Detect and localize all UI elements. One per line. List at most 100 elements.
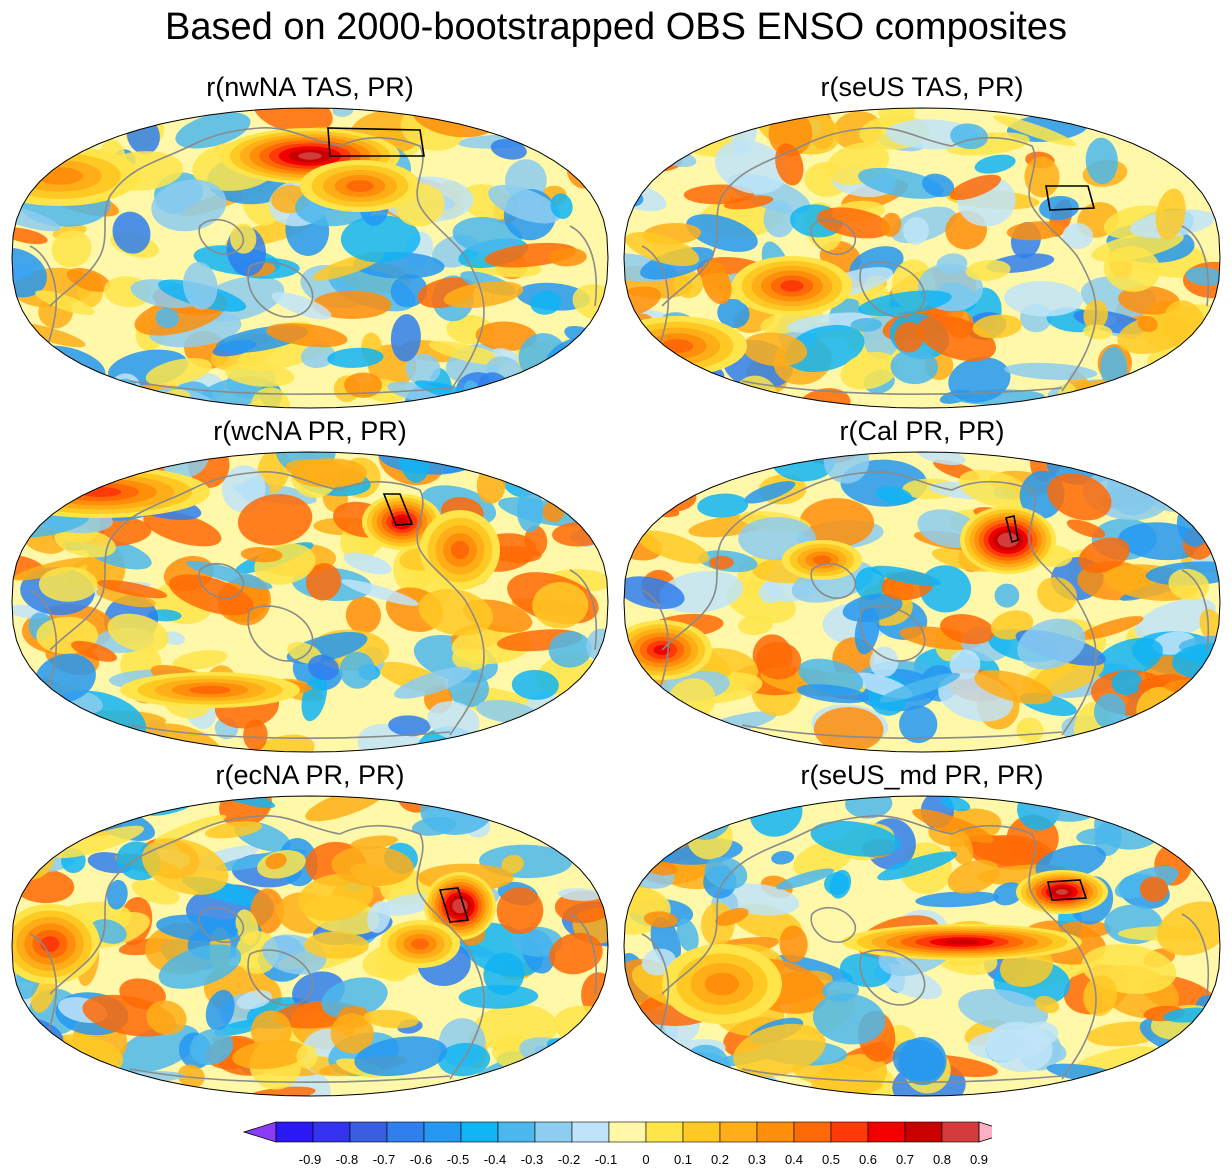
colorbar-box (312, 1121, 351, 1143)
field-blob (243, 719, 268, 751)
field-blob (1016, 717, 1044, 743)
coastline (49, 815, 341, 995)
field-blob (902, 217, 930, 245)
field-blob (994, 583, 1020, 608)
field-blob (418, 588, 494, 636)
field-blob (1193, 1059, 1220, 1096)
field-blob (516, 387, 582, 408)
field-blob (350, 835, 398, 850)
field-blob (879, 672, 961, 703)
field-blob (1134, 598, 1216, 641)
coastline (247, 605, 314, 662)
coastline (129, 380, 451, 395)
field-blob (13, 1038, 65, 1086)
field-blob (343, 552, 392, 575)
field-blob (183, 262, 218, 310)
field-blob (106, 879, 128, 910)
field-blob (993, 882, 1024, 906)
field-blob (816, 207, 891, 239)
field-blob (1145, 800, 1218, 841)
field-blob (1118, 285, 1181, 315)
map-nwna-tas-pr (11, 107, 609, 409)
field-blob (550, 193, 573, 219)
field-hotspot (1056, 889, 1068, 895)
field-blob (785, 324, 865, 373)
field-blob (779, 925, 808, 963)
field-blob (653, 452, 729, 465)
coastline (339, 136, 485, 392)
field-blob (968, 1029, 1048, 1061)
field-blob (1149, 381, 1220, 408)
field-blob (755, 641, 802, 680)
field-blob (993, 115, 1077, 146)
field-blob (915, 891, 999, 908)
field-blob (723, 195, 774, 210)
field-hotspot (78, 487, 122, 497)
field-blob (1150, 1065, 1220, 1096)
field-blob (1078, 537, 1130, 574)
field-blob (744, 481, 796, 504)
field-blob (1165, 388, 1220, 408)
field-blob (12, 108, 54, 155)
field-blob (354, 1036, 448, 1077)
field-blob (651, 117, 707, 138)
field-blob (509, 379, 596, 408)
field-blob (1083, 324, 1113, 340)
field-blob (232, 1039, 308, 1070)
field-blob (638, 710, 710, 744)
field-blob (1206, 663, 1220, 702)
field-blob (490, 139, 527, 160)
field-blob (12, 385, 39, 408)
colorbar-label: -0.1 (595, 1152, 617, 1167)
field-blob (578, 1051, 608, 1075)
map-seus-md-pr-pr (623, 795, 1221, 1097)
panel-title: r(ecNA PR, PR) (215, 760, 405, 790)
field-layer (624, 452, 1220, 752)
field-blob (25, 488, 51, 517)
coastline (129, 724, 451, 739)
field-blob (1083, 975, 1118, 1017)
field-blob (235, 909, 259, 946)
field-blob (1085, 137, 1118, 185)
coastline (741, 1068, 1063, 1083)
coastline (1181, 569, 1210, 651)
colorbar-box (275, 1121, 314, 1143)
field-blob (196, 796, 276, 809)
field-blob (733, 1023, 826, 1077)
field-blob (917, 452, 966, 466)
colorbar-box (645, 1121, 684, 1143)
coastline (810, 218, 857, 255)
colorbar: -0.9 -0.8 -0.7 -0.6 -0.5 -0.4 -0.3 -0.2 -0.1 0 0.1… (242, 1121, 992, 1167)
field-blob (624, 796, 692, 826)
field-blob (947, 859, 1000, 894)
panel-seus-md-pr-pr: r(seUS_md PR, PR) (622, 758, 1222, 1102)
field-blob (341, 579, 419, 606)
field-blob (156, 914, 238, 942)
field-blob (501, 854, 524, 874)
field-blob (624, 709, 695, 748)
field-blob (1004, 362, 1098, 380)
field-blob (556, 712, 608, 750)
field-layer (624, 108, 1220, 408)
field-blob (251, 734, 315, 752)
field-blob (544, 724, 608, 752)
coastline (129, 1068, 451, 1083)
field-blob (643, 911, 678, 928)
coastline (1181, 225, 1210, 307)
main-title: Based on 2000-bootstrapped OBS ENSO comp… (165, 6, 1067, 48)
map-outline (11, 795, 609, 1097)
field-blob (771, 850, 795, 865)
field-blob (488, 184, 561, 224)
colorbar-label: -0.7 (373, 1152, 395, 1167)
field-blob (483, 952, 525, 996)
coastline (951, 824, 1097, 1080)
field-blob (296, 1044, 318, 1069)
field-blob (530, 290, 562, 315)
field-blob (1155, 188, 1186, 240)
colorbar-label: -0.9 (299, 1152, 321, 1167)
field-blob (1167, 1053, 1220, 1080)
field-blob (587, 1026, 608, 1076)
panel-title: r(Cal PR, PR) (839, 416, 1005, 446)
field-blob (701, 260, 732, 305)
region-box (1045, 185, 1096, 211)
